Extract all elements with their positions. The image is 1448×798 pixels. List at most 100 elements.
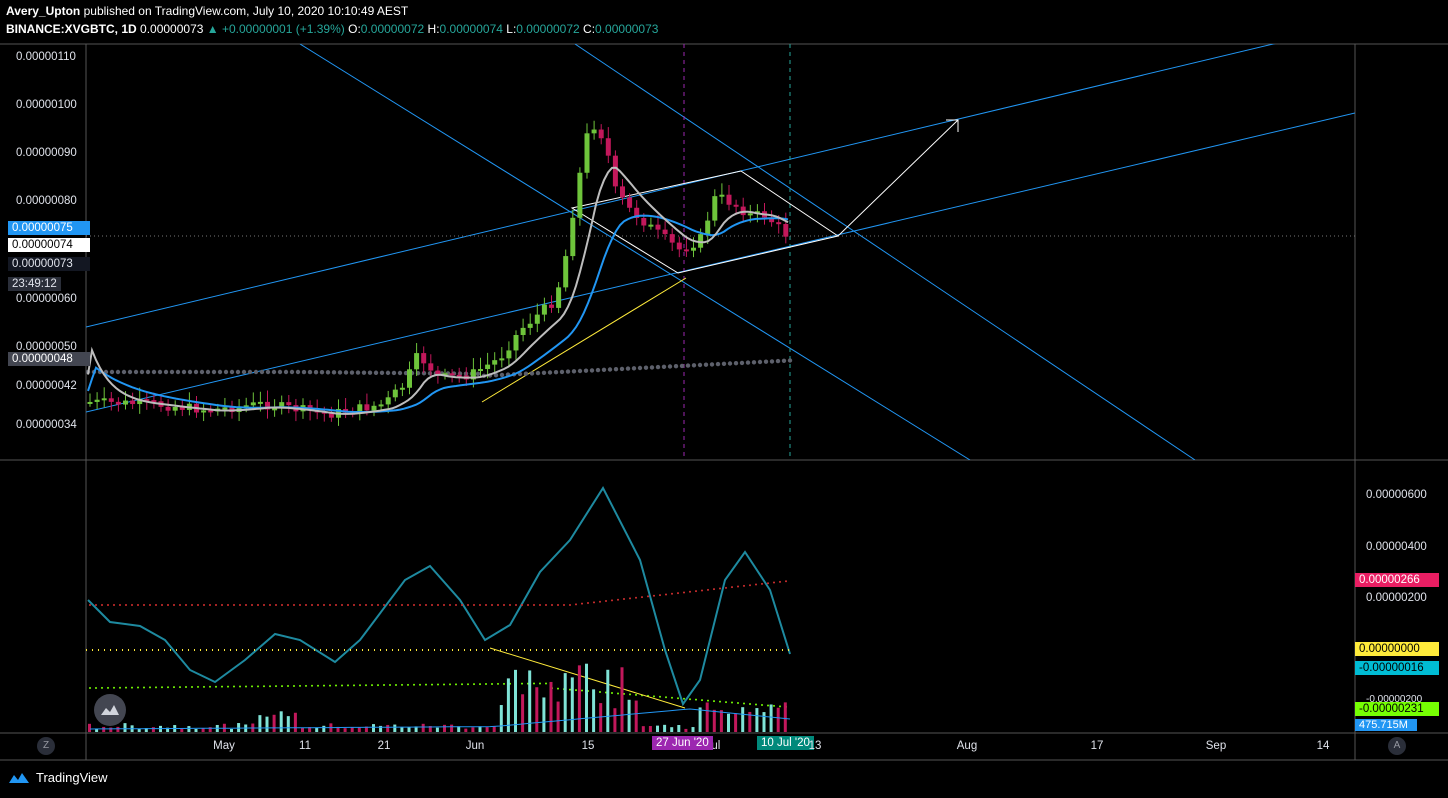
price-label: 0.00000090 (16, 147, 77, 159)
band-dot (335, 604, 337, 606)
candle-body (151, 400, 157, 403)
ma-dot (691, 363, 697, 368)
band-dot (299, 684, 301, 687)
volume-bar (648, 726, 652, 732)
band-dot (263, 604, 265, 606)
volume-bar (684, 728, 688, 732)
band-dot (413, 604, 415, 606)
volume-bar (741, 707, 745, 732)
volume-bar (109, 727, 113, 732)
volume-bar (698, 707, 702, 732)
osc-tag-red: 0.00000266 (1355, 573, 1439, 587)
volume-bar (485, 727, 489, 732)
volume-bar (386, 724, 390, 732)
band-dot (359, 684, 361, 687)
time-label: Jun (465, 740, 485, 752)
band-dot (353, 684, 355, 687)
zoom-button[interactable]: Z (37, 737, 55, 755)
candle-body (101, 398, 107, 401)
band-dot (119, 686, 121, 689)
band-dot (281, 604, 283, 606)
band-dot (473, 604, 475, 606)
time-label: 11 (299, 740, 311, 752)
ma-dot (661, 364, 667, 369)
band-dot (365, 684, 367, 687)
candle-body (740, 206, 746, 216)
band-dot (743, 584, 745, 587)
volume-bar (464, 728, 468, 732)
symbol-name[interactable]: BINANCE:XVGBTC, 1D (6, 22, 137, 36)
ma-dot (343, 370, 349, 375)
band-dot (593, 601, 595, 604)
candle-body (591, 129, 597, 134)
band-dot (683, 591, 685, 594)
candle-body (364, 404, 370, 411)
footer-brand[interactable]: TradingView (8, 770, 108, 785)
tradingview-logo-icon[interactable] (94, 694, 126, 726)
volume-bar (641, 726, 645, 732)
band-dot (281, 685, 283, 688)
oscillator-line (87, 485, 791, 707)
band-dot (251, 685, 253, 688)
band-dot (323, 604, 325, 606)
time-label: 21 (377, 740, 391, 752)
ma-dot (529, 371, 535, 376)
band-dot (323, 684, 325, 687)
band-dot (209, 685, 211, 688)
band-dot (125, 604, 127, 606)
band-dot (629, 693, 631, 696)
lower-trend-line (86, 112, 1355, 413)
volume-bar (116, 726, 120, 732)
ma-gray-line (87, 166, 789, 415)
volume-bar (414, 726, 418, 732)
time-label: 13 (808, 740, 822, 752)
ma-dot (601, 367, 607, 372)
price-label: 0.00000060 (16, 293, 77, 305)
auto-scale-button[interactable]: A (1388, 737, 1406, 755)
candle-body (641, 217, 647, 226)
band-dot (191, 604, 193, 606)
ma-dot (325, 370, 331, 375)
time-label: 17 (1090, 740, 1104, 752)
band-dot (161, 686, 163, 689)
band-dot (293, 604, 295, 606)
candle-body (378, 404, 384, 407)
band-dot (743, 702, 745, 705)
band-dot (203, 685, 205, 688)
volume-bar (570, 677, 574, 732)
volume-bar (265, 716, 269, 732)
ma-dot (235, 369, 241, 375)
band-dot (185, 604, 187, 606)
ma-dot (247, 369, 253, 375)
band-dot (365, 604, 367, 606)
ma-dot (349, 370, 355, 375)
band-dot (131, 686, 133, 689)
volume-bar (776, 707, 780, 732)
volume-bar (308, 727, 312, 732)
volume-bar (585, 663, 588, 732)
osc-axis-label: 0.00000600 (1366, 489, 1427, 501)
ma-dot (145, 369, 151, 375)
band-dot (455, 604, 457, 606)
band-dot (269, 604, 271, 606)
band-dot (671, 592, 673, 595)
ma-dot (205, 369, 211, 375)
candle-body (478, 369, 483, 372)
ma-dot (589, 368, 595, 373)
band-dot (587, 602, 589, 605)
band-dot (665, 696, 667, 699)
candle-body (144, 399, 150, 402)
volume-bar (663, 724, 667, 732)
volume-bar (443, 724, 446, 732)
volume-bar (421, 723, 425, 732)
band-dot (347, 604, 349, 606)
candle-body (357, 404, 363, 414)
candle-body (747, 213, 753, 216)
band-dot (239, 685, 241, 688)
band-dot (479, 683, 481, 686)
candle-body (201, 410, 207, 413)
volume-ma-line (89, 708, 791, 730)
band-dot (557, 687, 559, 690)
publisher-name[interactable]: Avery_Upton (6, 4, 81, 18)
